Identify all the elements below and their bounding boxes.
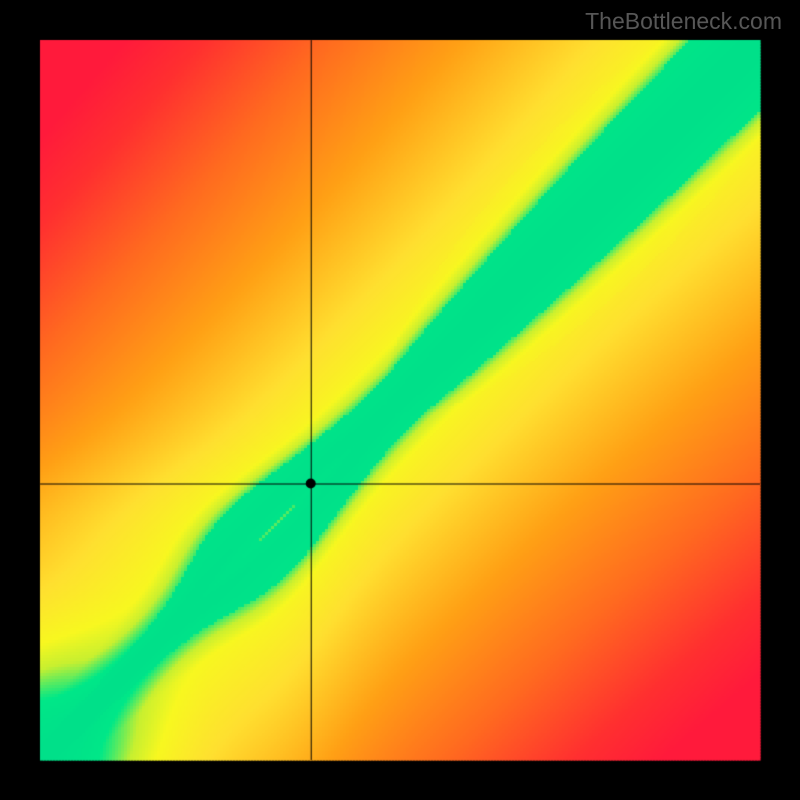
watermark-text: TheBottleneck.com [585, 8, 782, 35]
crosshair-overlay [0, 0, 800, 800]
chart-container: TheBottleneck.com [0, 0, 800, 800]
